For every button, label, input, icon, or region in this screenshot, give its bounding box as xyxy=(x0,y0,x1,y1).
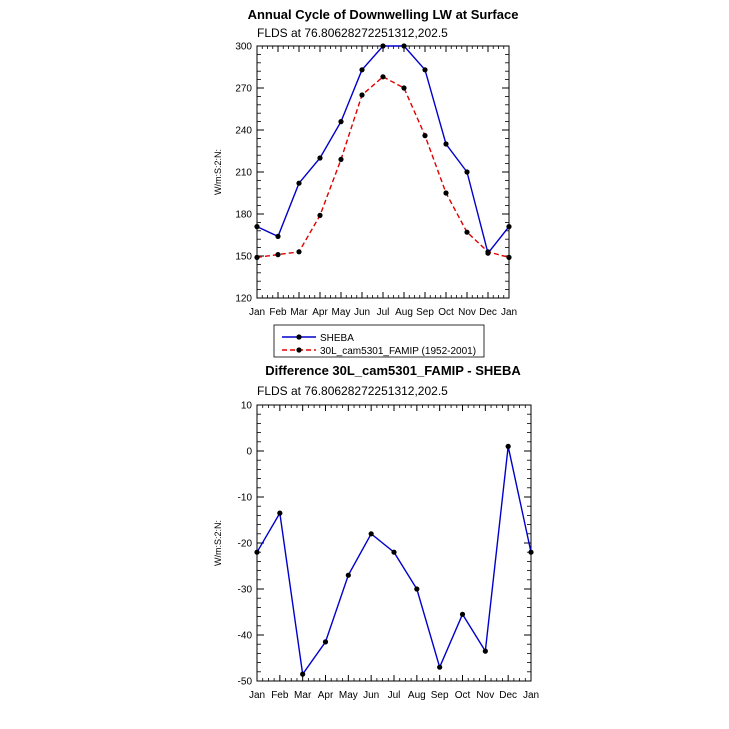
data-point xyxy=(380,74,386,80)
x-tick-label: Dec xyxy=(479,307,497,318)
x-tick-label: Nov xyxy=(458,307,476,318)
data-point xyxy=(528,549,534,555)
data-point xyxy=(296,180,302,186)
chart-annual-cycle: Annual Cycle of Downwelling LW at Surfac… xyxy=(213,7,519,358)
chart1-title: Annual Cycle of Downwelling LW at Surfac… xyxy=(248,7,519,22)
legend-label-famip: 30L_cam5301_FAMIP (1952-2001) xyxy=(320,346,476,357)
data-point xyxy=(505,443,511,449)
data-point xyxy=(345,572,351,578)
chart1-plot-frame xyxy=(256,45,510,299)
legend-marker-famip xyxy=(296,347,302,353)
x-tick-label: Aug xyxy=(408,690,426,701)
y-tick-label: 240 xyxy=(235,126,252,137)
data-point xyxy=(506,254,512,260)
data-point xyxy=(275,233,281,239)
chart1-legend: SHEBA 30L_cam5301_FAMIP (1952-2001) xyxy=(273,324,485,358)
chart2-subtitle: FLDS at 76.80628272251312,202.5 xyxy=(257,384,448,398)
x-tick-label: Jun xyxy=(354,307,370,318)
data-point xyxy=(459,611,466,617)
data-point xyxy=(464,229,470,235)
series-line-1-2 xyxy=(256,75,510,259)
data-point xyxy=(443,190,449,196)
y-tick-label: 180 xyxy=(235,210,252,221)
x-tick-label: Oct xyxy=(455,690,471,701)
data-point xyxy=(368,531,374,537)
x-tick-label: Sep xyxy=(431,690,449,701)
chart1-subtitle: FLDS at 76.80628272251312,202.5 xyxy=(257,26,448,40)
x-tick-label: Jan xyxy=(249,690,265,701)
data-point xyxy=(317,155,323,161)
x-tick-label: Aug xyxy=(395,307,413,318)
data-point xyxy=(464,169,470,175)
x-tick-label: Feb xyxy=(271,690,289,701)
data-point xyxy=(401,85,407,91)
legend-marker-sheba xyxy=(296,334,302,340)
data-point xyxy=(414,586,420,592)
y-tick-label: 120 xyxy=(235,294,252,305)
data-point xyxy=(401,43,407,49)
y-tick-label: -10 xyxy=(238,493,253,504)
data-point xyxy=(300,671,306,677)
data-point xyxy=(254,254,260,260)
x-tick-label: Apr xyxy=(312,307,328,318)
data-point xyxy=(296,249,302,255)
x-tick-label: Nov xyxy=(476,690,494,701)
x-tick-label: Jul xyxy=(388,690,401,701)
data-point xyxy=(485,249,491,255)
data-point xyxy=(437,664,443,670)
legend-label-sheba: SHEBA xyxy=(320,333,354,344)
x-tick-label: Jan xyxy=(523,690,539,701)
x-tick-label: Mar xyxy=(294,690,312,701)
data-point xyxy=(380,43,386,49)
chart1-ylabel: W/m:S:2:N: xyxy=(213,149,223,195)
data-point xyxy=(422,67,428,73)
y-tick-label: -20 xyxy=(238,539,253,550)
y-tick-label: 270 xyxy=(235,84,252,95)
data-point xyxy=(254,224,260,230)
y-tick-label: 150 xyxy=(235,252,252,263)
data-point xyxy=(506,224,512,230)
data-point xyxy=(338,156,344,162)
data-point xyxy=(482,648,488,654)
data-point xyxy=(317,212,323,218)
y-tick-label: -30 xyxy=(238,585,253,596)
x-tick-label: Feb xyxy=(269,307,287,318)
x-tick-label: Jun xyxy=(363,690,379,701)
data-point xyxy=(275,252,281,258)
data-point xyxy=(254,549,260,555)
chart2-ylabel: W/m:S:2:N: xyxy=(213,520,223,566)
y-tick-label: 210 xyxy=(235,168,252,179)
x-tick-label: Apr xyxy=(318,690,334,701)
y-tick-label: 0 xyxy=(246,447,252,458)
x-tick-label: Sep xyxy=(416,307,434,318)
data-point xyxy=(338,119,344,125)
x-tick-label: Jan xyxy=(501,307,517,318)
legend-frame xyxy=(273,324,485,358)
data-point xyxy=(422,133,428,139)
data-point xyxy=(359,92,365,98)
y-tick-label: 300 xyxy=(235,42,252,53)
x-tick-label: May xyxy=(339,690,358,701)
data-point xyxy=(391,549,397,555)
chart2-title: Difference 30L_cam5301_FAMIP - SHEBA xyxy=(265,363,521,378)
series-line-2-1 xyxy=(256,446,532,676)
x-tick-label: May xyxy=(332,307,351,318)
y-tick-label: -40 xyxy=(238,631,253,642)
chart-difference: Difference 30L_cam5301_FAMIP - SHEBA FLD… xyxy=(213,363,539,701)
data-point xyxy=(277,510,283,516)
x-tick-label: Jan xyxy=(249,307,265,318)
y-tick-label: 10 xyxy=(241,401,253,412)
data-point xyxy=(322,639,329,645)
x-tick-label: Oct xyxy=(438,307,454,318)
y-tick-label: -50 xyxy=(238,677,253,688)
data-point xyxy=(359,67,365,73)
x-tick-label: Mar xyxy=(290,307,308,318)
x-tick-label: Dec xyxy=(499,690,517,701)
data-point xyxy=(443,141,449,147)
x-tick-label: Jul xyxy=(377,307,390,318)
